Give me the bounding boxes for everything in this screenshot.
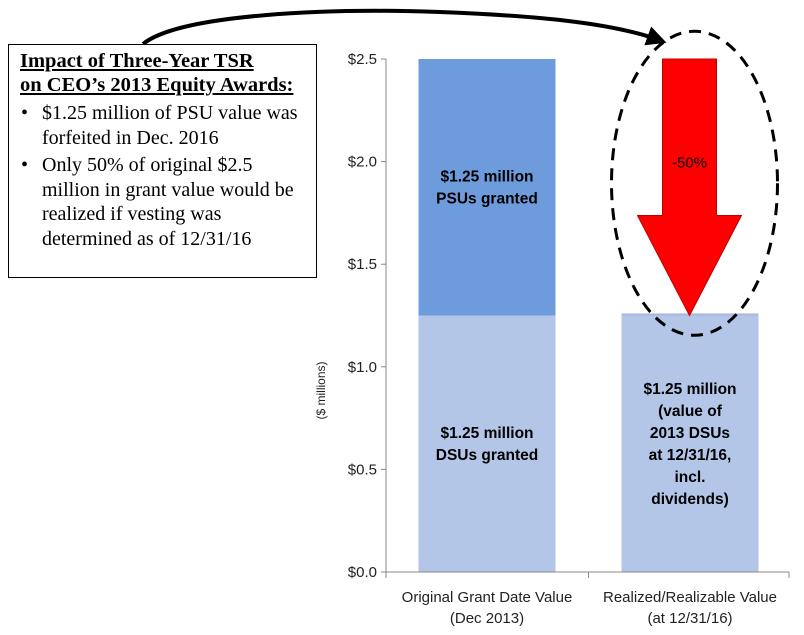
x-category-label: Realized/Realizable Value (at 12/31/16) [603,589,777,627]
change-percent-label: -50% [672,155,707,172]
y-axis-title: ($ millions) [314,361,328,419]
dashed-highlight-ellipse [610,29,779,337]
impact-bullet-item: • $1.25 million of PSU value was forfeit… [20,101,308,150]
impact-callout-box: Impact of Three-Year TSR on CEO’s 2013 E… [8,44,317,278]
bar-data-label: $1.25 million PSUs granted [436,168,538,207]
y-tick-label: $0.0 [348,564,377,581]
impact-bullet-text: $1.25 million of PSU value was forfeited… [42,102,298,149]
y-tick-label: $1.5 [348,256,377,273]
pointer-curve-arrow [141,8,667,46]
y-tick-label: $1.0 [348,359,377,376]
impact-bullet-text: Only 50% of original $2.5 million in gra… [42,154,294,250]
impact-title-line-1: Impact of Three-Year TSR [20,50,254,72]
bar-segment-0-0 [418,315,556,572]
down-arrow-icon [636,58,743,317]
bar-segment-0-1 [418,59,556,316]
bullet-icon: • [21,102,29,124]
x-category-label: Original Grant Date Value (Dec 2013) [402,589,573,627]
bullet-icon: • [21,154,29,176]
y-tick-label: $0.5 [348,461,377,478]
impact-bullet-list: • $1.25 million of PSU value was forfeit… [20,101,308,251]
bar-data-label: $1.25 million DSUs granted [436,425,539,464]
impact-title-line-2: on CEO’s 2013 Equity Awards: [20,74,294,96]
impact-bullet-item: • Only 50% of original $2.5 million in g… [20,153,308,251]
y-tick-label: $2.5 [348,51,377,68]
bar-data-label: $1.25 million (value of 2013 DSUs at 12/31/… [643,381,736,508]
y-tick-label: $2.0 [348,154,377,171]
bar-segment-1-0 [621,315,759,572]
impact-title: Impact of Three-Year TSR on CEO’s 2013 E… [20,49,308,97]
